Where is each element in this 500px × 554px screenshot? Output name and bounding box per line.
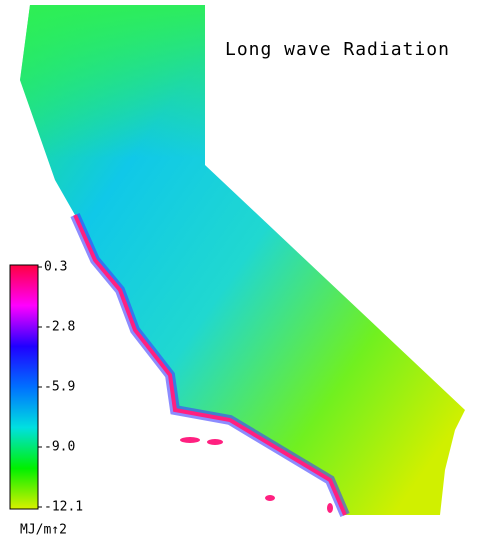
colorbar-tick-label: -12.1 xyxy=(44,500,83,515)
map-title: Long wave Radiation xyxy=(225,39,450,60)
land-shade xyxy=(20,5,465,515)
colorbar-tick-label: -5.9 xyxy=(44,380,75,395)
island xyxy=(327,503,333,513)
colorbar-tick-label: 0.3 xyxy=(44,260,67,275)
colorbar-tick-label: -9.0 xyxy=(44,440,75,455)
colorbar-fill xyxy=(9,264,39,510)
colorbar: 0.3 -2.8 -5.9 -9.0 -12.1 xyxy=(9,260,83,515)
colorbar-units: MJ/m↑2 xyxy=(20,523,67,538)
california xyxy=(20,5,465,517)
coast-line xyxy=(73,214,347,516)
island xyxy=(207,439,223,445)
island xyxy=(265,495,275,501)
island xyxy=(180,437,200,443)
colorbar-tick-label: -2.8 xyxy=(44,320,75,335)
